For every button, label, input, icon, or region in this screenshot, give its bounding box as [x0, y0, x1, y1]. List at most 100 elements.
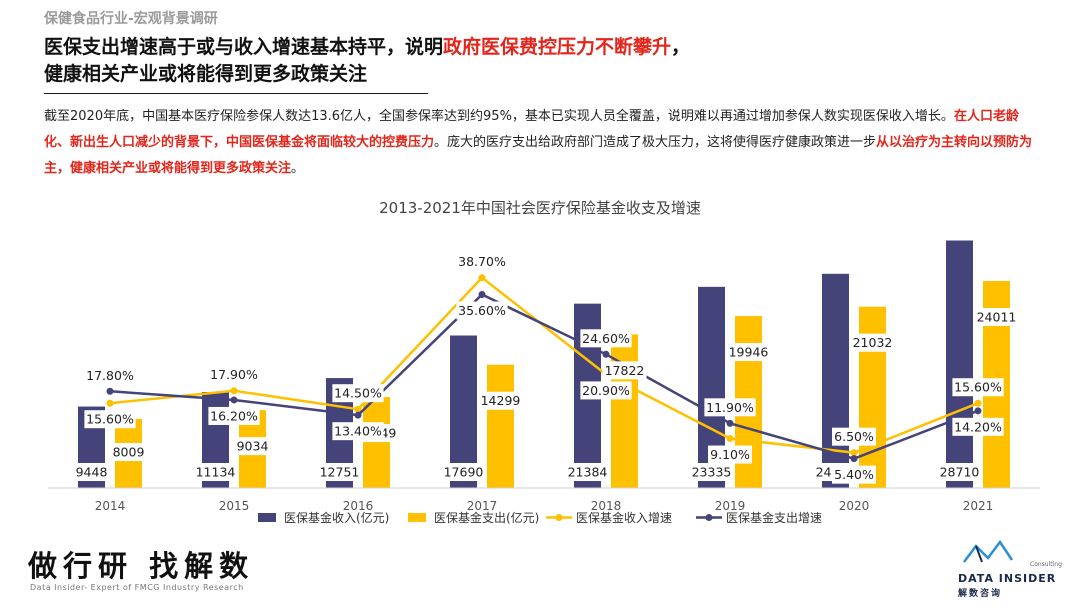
legend-swatch-marker	[555, 514, 563, 521]
expense-value-label: 19946	[729, 345, 769, 360]
expense-growth-point	[106, 387, 114, 395]
income-value-label-bg	[565, 463, 610, 481]
expense-value-label-bg	[974, 308, 1019, 327]
x-tick-label: 2016	[343, 499, 374, 513]
expense-value-label-bg	[850, 333, 895, 352]
expense-growth-label-bg	[832, 465, 876, 484]
expense-growth-label-bg	[952, 417, 1004, 436]
income-growth-label: 6.50%	[834, 429, 874, 444]
chart-title: 2013-2021年中国社会医疗保险基金收支及增速	[379, 199, 701, 217]
income-value-label: 17690	[444, 465, 484, 480]
income-growth-label-bg	[832, 427, 876, 446]
logo-subtitle: 解数咨询	[958, 589, 1003, 599]
income-growth-label: 20.90%	[582, 383, 630, 398]
expense-growth-label: 24.60%	[582, 331, 630, 346]
expense-growth-label-bg	[332, 422, 384, 441]
expense-value-label: 24011	[977, 310, 1017, 325]
expense-growth-label-bg	[84, 366, 136, 385]
income-value-label: 28710	[940, 465, 980, 480]
revenue-expense-chart: 2013-2021年中国社会医疗保险基金收支及增速 9448 8009 1113490…	[48, 199, 1040, 525]
expense-value-label: 21032	[853, 335, 893, 350]
income-growth-label: 15.60%	[86, 412, 134, 427]
expense-growth-label-bg	[580, 329, 632, 348]
income-growth-point	[974, 399, 982, 407]
income-growth-line	[109, 275, 979, 454]
expense-growth-line	[109, 293, 979, 460]
expense-bar	[363, 397, 390, 488]
income-growth-point	[726, 435, 734, 443]
headline-part1: 医保支出增速高于或与收入增速基本持平，说明	[44, 36, 444, 58]
expense-value-label: 9034	[237, 439, 269, 454]
legend-label: 医保基金收入增速	[576, 510, 672, 525]
income-value-label-bg	[317, 463, 362, 481]
legend-label: 医保基金收入(亿元)	[284, 510, 389, 525]
legend-label: 医保基金支出增速	[726, 510, 822, 525]
income-growth-label: 14.50%	[334, 386, 382, 401]
logo-name: DATA INSIDER	[958, 572, 1057, 585]
expense-growth-label: 16.20%	[210, 408, 258, 423]
income-growth-label: 38.70%	[458, 254, 506, 269]
expense-bar	[487, 364, 514, 488]
x-tick-label: 2014	[95, 499, 126, 513]
income-growth-label-bg	[708, 445, 752, 464]
income-growth-point	[478, 274, 486, 282]
income-growth-label: 15.60%	[954, 380, 1002, 395]
page-headline: 医保支出增速高于或与收入增速基本持平，说明政府医保费控压力不断攀升， 健康相关产…	[44, 34, 690, 88]
x-tick-label: 2021	[963, 499, 994, 513]
income-growth-point	[850, 449, 858, 457]
legend-label: 医保基金支出(亿元)	[434, 510, 539, 525]
income-value-label-bg	[73, 463, 110, 481]
section-tag: 保健食品行业-宏观背景调研	[44, 11, 218, 27]
income-growth-point	[354, 405, 362, 413]
income-growth-label-bg	[580, 381, 632, 400]
income-growth-label: 17.90%	[210, 367, 258, 382]
body-highlight-2: 从以治疗为主转向以预防为主，健康相关产业或将能得到更多政策关注	[44, 135, 1033, 176]
body-text-3: 。	[291, 161, 305, 176]
expense-growth-label: 13.40%	[334, 424, 382, 439]
data-insider-logo-icon	[963, 539, 1014, 563]
x-tick-label: 2015	[219, 499, 250, 513]
headline-part2: ，	[671, 36, 691, 58]
expense-value-label-bg	[234, 437, 271, 456]
expense-growth-point	[850, 455, 858, 463]
expense-value-label-bg	[726, 343, 771, 362]
income-bar	[946, 240, 973, 488]
expense-growth-label-bg	[208, 406, 260, 425]
legend-swatch	[408, 513, 426, 522]
income-value-label-bg	[193, 463, 238, 481]
expense-growth-point	[478, 291, 486, 299]
expense-growth-point	[726, 419, 734, 427]
expense-growth-label: 14.20%	[954, 419, 1002, 434]
income-value-label: 9448	[76, 465, 108, 480]
headline-line2: 健康相关产业或将能得到更多政策关注	[44, 63, 368, 85]
income-growth-label-bg	[208, 365, 260, 384]
income-value-label: 23335	[692, 465, 732, 480]
expense-growth-label: 17.80%	[86, 368, 134, 383]
brand-subtitle: Data Insider- Expert of FMCG Industry Re…	[30, 583, 244, 592]
expense-value-label: 14299	[481, 393, 521, 408]
income-growth-point	[230, 387, 238, 395]
expense-value-label: 8009	[113, 445, 145, 460]
expense-value-label-bg	[110, 443, 147, 461]
expense-value-label: 17822	[605, 363, 645, 378]
body-paragraph: 截至2020年底，中国基本医疗保险参保人数达13.6亿人，全国参保率达到约95%…	[44, 104, 1044, 182]
body-text-2: 。庞大的医疗支出给政府部门造成了极大压力，这将使得医疗健康政策进一步	[434, 135, 877, 150]
expense-growth-label-bg	[456, 301, 508, 320]
title-underline	[44, 93, 428, 94]
income-growth-label-bg	[456, 252, 508, 271]
x-tick-label: 2017	[467, 499, 498, 513]
expense-growth-point	[230, 396, 238, 404]
x-tick-label: 2018	[591, 499, 622, 513]
income-growth-point	[106, 399, 114, 407]
expense-growth-label-bg	[704, 398, 756, 417]
income-value-label: 12751	[320, 465, 360, 480]
expense-growth-label: 11.90%	[706, 400, 754, 415]
expense-bar	[611, 334, 638, 488]
expense-growth-point	[974, 407, 982, 415]
income-growth-label-bg	[952, 378, 1004, 397]
x-tick-label: 2019	[715, 499, 746, 513]
headline-highlight: 政府医保费控压力不断攀升	[443, 36, 672, 58]
expense-value-label-bg	[478, 391, 523, 410]
expense-growth-label: 35.60%	[458, 303, 506, 318]
expense-value-label-bg	[602, 361, 647, 380]
